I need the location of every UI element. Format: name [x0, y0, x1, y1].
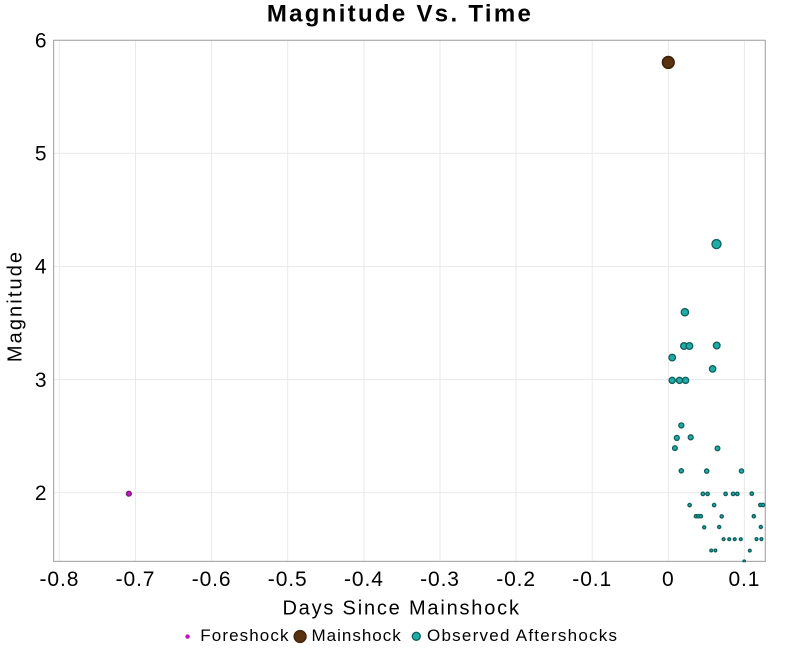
svg-text:-0.8: -0.8	[40, 568, 80, 591]
svg-text:2: 2	[35, 482, 47, 505]
svg-text:0.1: 0.1	[728, 568, 760, 591]
svg-text:-0.1: -0.1	[572, 568, 612, 591]
svg-text:-0.2: -0.2	[496, 568, 536, 591]
svg-text:-0.7: -0.7	[116, 568, 156, 591]
svg-text:5: 5	[35, 143, 47, 166]
svg-text:Magnitude Vs. Time: Magnitude Vs. Time	[267, 1, 533, 28]
svg-text:-0.6: -0.6	[192, 568, 232, 591]
svg-text:Mainshock: Mainshock	[312, 626, 402, 645]
svg-text:3: 3	[35, 369, 47, 392]
svg-text:-0.3: -0.3	[420, 568, 460, 591]
svg-text:Foreshock: Foreshock	[200, 626, 289, 645]
svg-text:-0.4: -0.4	[344, 568, 384, 591]
svg-text:Magnitude: Magnitude	[5, 250, 27, 362]
svg-text:Observed Aftershocks: Observed Aftershocks	[427, 626, 618, 645]
svg-text:-0.5: -0.5	[268, 568, 308, 591]
svg-text:0: 0	[662, 568, 675, 591]
svg-text:4: 4	[35, 256, 47, 279]
svg-text:Days Since Mainshock: Days Since Mainshock	[282, 597, 520, 619]
svg-text:6: 6	[35, 30, 47, 53]
